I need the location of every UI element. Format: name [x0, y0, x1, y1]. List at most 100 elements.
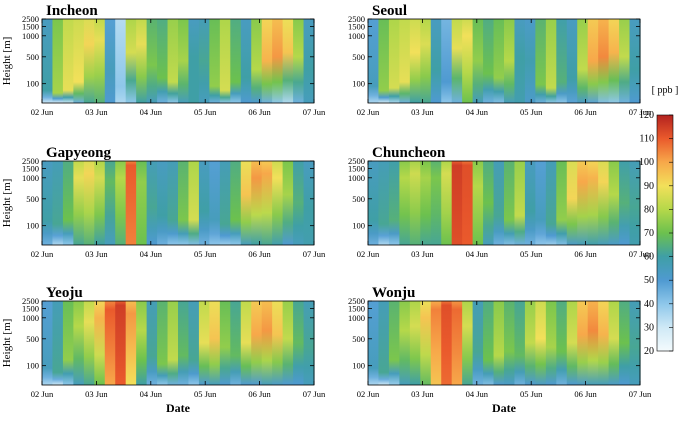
profile-column [188, 19, 200, 103]
profile-column [83, 161, 95, 245]
y-tick-label: 500 [26, 334, 39, 344]
profile-column [587, 161, 599, 245]
profile-column [430, 161, 442, 245]
profile-column [146, 19, 158, 103]
colorbar-tick-label: 40 [644, 299, 654, 310]
profile-column [178, 301, 190, 385]
profile-column [388, 301, 400, 385]
profile-column [514, 19, 526, 103]
profile-column [52, 19, 64, 103]
profile-column [514, 161, 526, 245]
y-tick-label: 100 [352, 221, 365, 231]
y-tick-label: 500 [26, 52, 39, 62]
profile-column [83, 19, 95, 103]
colorbar-label: [ ppb ] [652, 85, 679, 96]
colorbar-tick-label: 120 [639, 110, 654, 121]
panel-frame [41, 18, 315, 104]
profile-column [73, 19, 85, 103]
x-tick-label: 06 Jun [574, 389, 597, 399]
profile-column [441, 19, 453, 103]
profile-column [524, 301, 536, 385]
profile-column [157, 161, 169, 245]
profile-column [493, 301, 505, 385]
profile-column [240, 19, 252, 103]
profile-column [272, 161, 284, 245]
profile-column [303, 19, 315, 103]
y-axis-label: Height [m] [1, 179, 13, 228]
profile-column [188, 301, 200, 385]
profile-column [629, 161, 641, 245]
profile-column [83, 301, 95, 385]
y-tick-label: 1000 [22, 173, 39, 183]
profile-column [157, 301, 169, 385]
profile-column [399, 19, 411, 103]
colorbar-tick-label: 50 [644, 275, 654, 286]
profile-column [136, 301, 148, 385]
x-axis-label: Date [492, 401, 517, 415]
x-tick-label: 02 Jun [31, 107, 54, 117]
panel-frame [41, 300, 315, 386]
profile-column [483, 19, 495, 103]
x-tick-label: 04 Jun [140, 389, 163, 399]
profile-column [545, 19, 557, 103]
profile-column [629, 19, 641, 103]
panel-frame [367, 18, 641, 104]
profile-column [524, 19, 536, 103]
y-tick-label: 2500 [22, 14, 39, 24]
profile-column [167, 301, 179, 385]
colorbar: [ ppb ] 20 30 40 50 60 70 80 90 100 110 120 [639, 85, 678, 357]
x-tick-label: 04 Jun [466, 107, 489, 117]
x-tick-label: 04 Jun [140, 107, 163, 117]
x-tick-label: 02 Jun [357, 389, 380, 399]
y-tick-label: 100 [26, 221, 39, 231]
y-tick-label: 2500 [348, 156, 365, 166]
profile-column [504, 301, 516, 385]
profile-column [230, 161, 242, 245]
profile-column [293, 19, 305, 103]
profile-column [577, 301, 589, 385]
profile-column [62, 19, 74, 103]
profile-column [409, 19, 421, 103]
colorbar-tick-label: 110 [639, 134, 654, 145]
profile-column [587, 301, 599, 385]
y-tick-label: 500 [26, 194, 39, 204]
profile-column [524, 161, 536, 245]
profile-column [430, 19, 442, 103]
profile-column [472, 19, 484, 103]
x-tick-label: 03 Jun [85, 389, 108, 399]
profile-column [378, 19, 390, 103]
x-tick-label: 06 Jun [248, 389, 271, 399]
profile-column [272, 19, 284, 103]
profile-column [104, 301, 116, 385]
profile-column [188, 161, 200, 245]
station-name: Chuncheon [372, 145, 446, 161]
profile-column [472, 301, 484, 385]
profile-column [556, 161, 568, 245]
x-tick-label: 04 Jun [140, 249, 163, 259]
profile-column [535, 19, 547, 103]
colorbar-tick-label: 60 [644, 252, 654, 263]
profile-column [282, 19, 294, 103]
profile-column [409, 161, 421, 245]
x-tick-label: 06 Jun [248, 249, 271, 259]
profile-column [598, 161, 610, 245]
profile-column [368, 161, 380, 245]
profile-column [608, 161, 620, 245]
profile-column [62, 301, 74, 385]
profile-column [230, 19, 242, 103]
profile-column [230, 301, 242, 385]
y-tick-label: 500 [352, 52, 365, 62]
profile-column [504, 19, 516, 103]
profile-column [104, 19, 116, 103]
profile-column [545, 301, 557, 385]
profile-column [303, 301, 315, 385]
x-tick-label: 07 Jun [303, 389, 326, 399]
x-tick-label: 06 Jun [248, 107, 271, 117]
y-tick-label: 1500 [22, 22, 39, 32]
profile-column [42, 161, 54, 245]
profile-column [282, 301, 294, 385]
